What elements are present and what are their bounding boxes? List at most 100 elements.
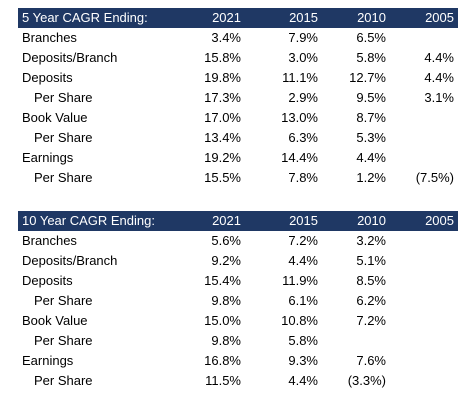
cell-value: 9.5% xyxy=(356,90,386,105)
cell-value: 15.8% xyxy=(204,50,241,65)
table-row: Per Share 13.4% 6.3% 5.3% xyxy=(18,128,458,148)
cell-value: 15.5% xyxy=(204,170,241,185)
cell-value: 5.1% xyxy=(356,253,386,268)
row-label: Per Share xyxy=(34,90,93,105)
cell-value: 7.9% xyxy=(288,30,318,45)
table-row: Branches 5.6% 7.2% 3.2% xyxy=(18,231,458,251)
cell-value: 17.0% xyxy=(204,110,241,125)
ten-year-cagr-table: 10 Year CAGR Ending: 2021 2015 2010 2005… xyxy=(18,211,458,391)
cell-value xyxy=(390,351,458,371)
table-title: 5 Year CAGR Ending: xyxy=(22,10,148,25)
table-row: Book Value 17.0% 13.0% 8.7% xyxy=(18,108,458,128)
cell-value: 1.2% xyxy=(356,170,386,185)
row-label: Per Share xyxy=(34,333,93,348)
cell-value: 19.8% xyxy=(204,70,241,85)
cell-value: 7.6% xyxy=(356,353,386,368)
row-label: Book Value xyxy=(22,110,88,125)
table-row: Deposits 19.8% 11.1% 12.7% 4.4% xyxy=(18,68,458,88)
cell-value xyxy=(390,28,458,48)
cell-value: 4.4% xyxy=(424,50,454,65)
cell-value: 17.3% xyxy=(204,90,241,105)
ten-year-cagr-block: 10 Year CAGR Ending: 2021 2015 2010 2005… xyxy=(18,211,458,391)
cell-value xyxy=(390,271,458,291)
cell-value: 3.4% xyxy=(211,30,241,45)
table-row: Earnings 19.2% 14.4% 4.4% xyxy=(18,148,458,168)
table-row: Per Share 9.8% 6.1% 6.2% xyxy=(18,291,458,311)
table-title: 10 Year CAGR Ending: xyxy=(22,213,155,228)
year-header: 2015 xyxy=(289,10,318,25)
cell-value: 9.8% xyxy=(211,293,241,308)
cell-value xyxy=(390,291,458,311)
cell-value xyxy=(390,108,458,128)
cell-value: 5.8% xyxy=(288,333,318,348)
cell-value: 4.4% xyxy=(288,373,318,388)
cell-value: 4.4% xyxy=(356,150,386,165)
row-label: Book Value xyxy=(22,313,88,328)
cell-value: 5.6% xyxy=(211,233,241,248)
cell-value: 8.5% xyxy=(356,273,386,288)
cell-value: 15.4% xyxy=(204,273,241,288)
table-row: Per Share 17.3% 2.9% 9.5% 3.1% xyxy=(18,88,458,108)
table-row: Book Value 15.0% 10.8% 7.2% xyxy=(18,311,458,331)
cell-value: 7.8% xyxy=(288,170,318,185)
cell-value: 11.1% xyxy=(282,70,318,85)
table-header-row: 5 Year CAGR Ending: 2021 2015 2010 2005 xyxy=(18,8,458,28)
row-label: Earnings xyxy=(22,150,74,165)
table-row: Branches 3.4% 7.9% 6.5% xyxy=(18,28,458,48)
table-row: Per Share 11.5% 4.4% (3.3%) xyxy=(18,371,458,391)
year-header: 2010 xyxy=(357,10,386,25)
cell-value: 3.2% xyxy=(356,233,386,248)
cell-value: 10.8% xyxy=(281,313,318,328)
cell-value: (3.3%) xyxy=(347,373,386,388)
cell-value: 14.4% xyxy=(281,150,318,165)
cell-value: 9.8% xyxy=(211,333,241,348)
cell-value xyxy=(390,148,458,168)
year-header: 2005 xyxy=(425,213,454,228)
cell-value xyxy=(390,371,458,391)
cell-value: 6.1% xyxy=(288,293,318,308)
cell-value: 5.8% xyxy=(356,50,386,65)
cell-value xyxy=(390,251,458,271)
cell-value: 9.2% xyxy=(211,253,241,268)
table-row: Per Share 15.5% 7.8% 1.2% (7.5%) xyxy=(18,168,458,188)
table-row: Deposits/Branch 15.8% 3.0% 5.8% 4.4% xyxy=(18,48,458,68)
row-label: Earnings xyxy=(22,353,74,368)
row-label: Deposits xyxy=(22,70,73,85)
cell-value: 4.4% xyxy=(288,253,318,268)
year-header: 2015 xyxy=(289,213,318,228)
row-label: Per Share xyxy=(34,373,93,388)
table-row: Earnings 16.8% 9.3% 7.6% xyxy=(18,351,458,371)
cell-value: 3.0% xyxy=(288,50,318,65)
cell-value: 3.1% xyxy=(424,90,454,105)
cell-value xyxy=(390,331,458,351)
year-header: 2010 xyxy=(357,213,386,228)
cell-value: 11.9% xyxy=(282,273,318,288)
five-year-cagr-table: 5 Year CAGR Ending: 2021 2015 2010 2005 … xyxy=(18,8,458,188)
row-label: Branches xyxy=(22,30,77,45)
row-label: Per Share xyxy=(34,130,93,145)
cell-value: 6.2% xyxy=(356,293,386,308)
cell-value: (7.5%) xyxy=(415,170,454,185)
cell-value: 13.0% xyxy=(281,110,318,125)
table-row: Deposits/Branch 9.2% 4.4% 5.1% xyxy=(18,251,458,271)
row-label: Deposits/Branch xyxy=(22,253,118,268)
year-header: 2021 xyxy=(212,213,241,228)
row-label: Deposits xyxy=(22,273,73,288)
table-header-row: 10 Year CAGR Ending: 2021 2015 2010 2005 xyxy=(18,211,458,231)
cell-value: 5.3% xyxy=(356,130,386,145)
cell-value: 19.2% xyxy=(204,150,241,165)
year-header: 2021 xyxy=(212,10,241,25)
five-year-cagr-block: 5 Year CAGR Ending: 2021 2015 2010 2005 … xyxy=(18,8,458,188)
cell-value: 6.5% xyxy=(356,30,386,45)
cell-value xyxy=(390,311,458,331)
cell-value: 9.3% xyxy=(288,353,318,368)
row-label: Per Share xyxy=(34,170,93,185)
cell-value: 16.8% xyxy=(204,353,241,368)
cell-value: 11.5% xyxy=(205,373,241,388)
year-header: 2005 xyxy=(425,10,454,25)
cell-value: 13.4% xyxy=(204,130,241,145)
cell-value: 7.2% xyxy=(356,313,386,328)
cell-value: 12.7% xyxy=(349,70,386,85)
cell-value: 15.0% xyxy=(204,313,241,328)
cell-value: 2.9% xyxy=(288,90,318,105)
